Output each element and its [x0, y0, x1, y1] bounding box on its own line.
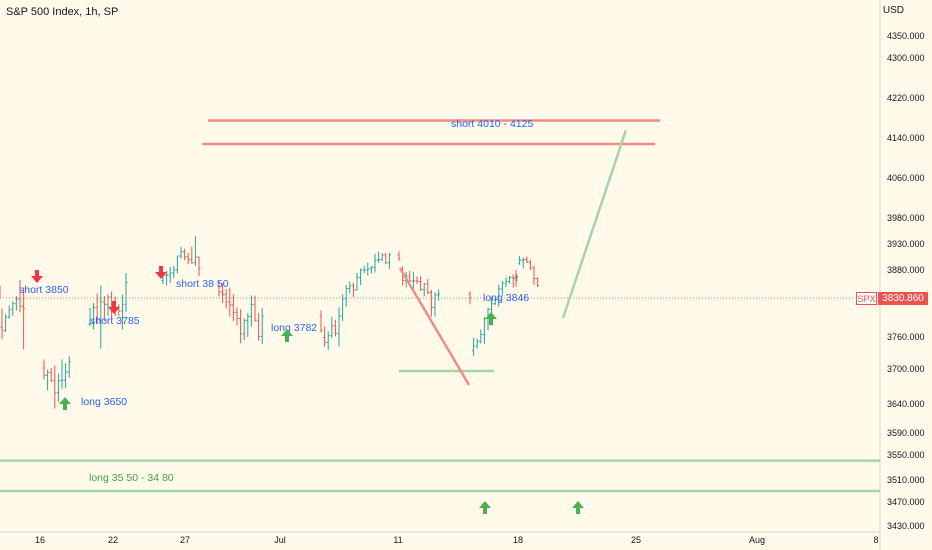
- y-tick-label: 3700.000: [887, 364, 925, 374]
- y-tick-label: 3980.000: [887, 213, 925, 223]
- x-tick-label: Aug: [749, 535, 765, 545]
- arrow-up-icon: [281, 329, 293, 342]
- currency-label: USD: [882, 5, 904, 16]
- arrow-up-icon: [485, 312, 497, 325]
- y-tick-label: 3430.000: [887, 521, 925, 531]
- annotation-short-zone: short 4010 - 4125: [451, 118, 533, 130]
- y-tick-label: 4060.000: [887, 173, 925, 183]
- arrow-down-icon: [155, 266, 167, 279]
- chart-title: S&P 500 Index, 1h, SP: [6, 6, 119, 18]
- y-tick-label: 4300.000: [887, 53, 925, 63]
- x-tick-label: 18: [513, 535, 523, 545]
- annotation-long-zone: long 35 50 - 34 80: [89, 472, 174, 484]
- annotation-short-3785: short 3785: [90, 315, 140, 327]
- y-tick-label: 3470.000: [887, 497, 925, 507]
- arrow-up-icon: [572, 501, 584, 514]
- y-tick-label: 3640.000: [887, 399, 925, 409]
- y-tick-label: 4140.000: [887, 133, 925, 143]
- symbol-tag: SPX: [856, 292, 877, 305]
- y-tick-label: 3590.000: [887, 428, 925, 438]
- annotation-short-3850: short 3850: [19, 284, 69, 296]
- x-tick-label: 11: [393, 535, 402, 545]
- x-tick-label: 27: [180, 535, 190, 545]
- arrow-up-icon: [479, 501, 491, 514]
- x-tick-label: 22: [108, 535, 118, 545]
- last-price-tag: 3830.860: [878, 292, 928, 305]
- x-tick-label: Jul: [274, 535, 286, 545]
- y-tick-label: 3880.000: [887, 265, 925, 275]
- x-tick-label: 16: [35, 535, 45, 545]
- y-tick-label: 3930.000: [887, 239, 925, 249]
- rally-projection-line: [561, 129, 628, 319]
- y-tick-label: 4350.000: [887, 31, 925, 41]
- y-tick-label: 3510.000: [887, 475, 925, 485]
- annotation-long-3846: long 3846: [483, 292, 529, 304]
- annotation-long-3782: long 3782: [271, 322, 317, 334]
- arrow-up-icon: [59, 397, 71, 410]
- y-tick-label: 4220.000: [887, 93, 925, 103]
- arrow-down-icon: [108, 301, 120, 314]
- y-tick-label: 3550.000: [887, 450, 925, 460]
- x-tick-label: 8: [873, 535, 878, 545]
- y-tick-label: 3760.000: [887, 332, 925, 342]
- annotation-long-3650: long 3650: [81, 396, 127, 408]
- drop-projection-line: [398, 267, 471, 386]
- arrow-down-icon: [31, 270, 43, 283]
- annotation-short-38-50: short 38 50: [176, 278, 229, 290]
- x-tick-label: 25: [631, 535, 641, 545]
